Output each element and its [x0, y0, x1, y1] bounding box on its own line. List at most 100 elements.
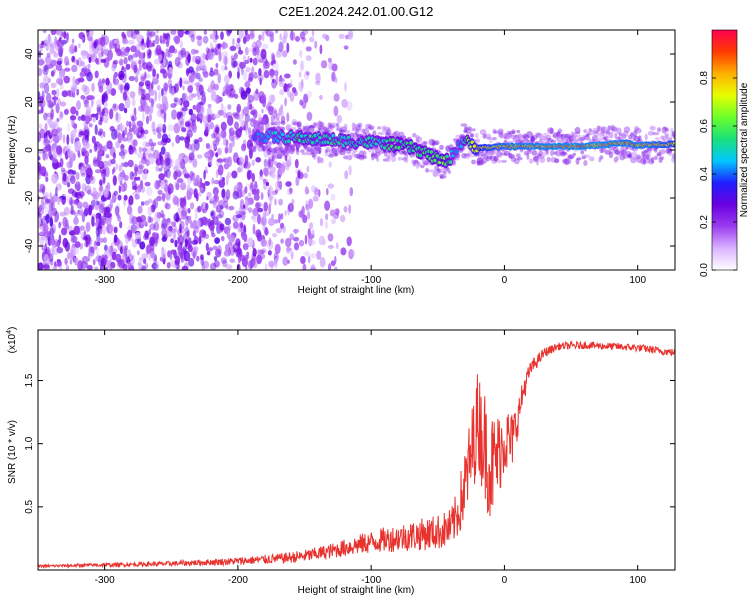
- heatmap-cell: [542, 132, 549, 139]
- heatmap-cell: [417, 161, 422, 167]
- heatmap-cell: [85, 115, 91, 125]
- heatmap-cell: [248, 148, 254, 154]
- heatmap-cell: [122, 149, 128, 155]
- heatmap-cell: [55, 186, 58, 197]
- heatmap-cell: [179, 77, 183, 88]
- heatmap-cell: [122, 251, 128, 263]
- heatmap-cell: [630, 134, 637, 141]
- heatmap-cell: [421, 141, 427, 147]
- x-tick-label: 100: [629, 575, 646, 586]
- heatmap-cell: [275, 121, 282, 125]
- heatmap-cell: [171, 109, 178, 120]
- heatmap-cell: [508, 152, 513, 159]
- heatmap-cell: [105, 206, 111, 214]
- heatmap-cell: [321, 126, 328, 131]
- heatmap-cell: [670, 133, 675, 139]
- heatmap-cell: [129, 252, 133, 261]
- heatmap-cell: [171, 142, 175, 147]
- heatmap-cell: [138, 263, 144, 270]
- heatmap-cell: [132, 124, 137, 131]
- heatmap-cell: [485, 150, 491, 155]
- heatmap-cell: [276, 150, 282, 155]
- heatmap-cell: [508, 154, 515, 159]
- heatmap-cell: [314, 40, 318, 49]
- heatmap-cell: [62, 172, 67, 182]
- heatmap-cell: [255, 202, 260, 210]
- heatmap-cell: [255, 141, 260, 146]
- heatmap-cell: [272, 59, 277, 65]
- heatmap-cell: [123, 174, 129, 181]
- heatmap-cell: [193, 188, 198, 197]
- heatmap-cell: [233, 113, 240, 119]
- heatmap-cell: [41, 90, 45, 101]
- heatmap-cell: [166, 262, 171, 269]
- heatmap-cell: [397, 156, 402, 161]
- heatmap-cell: [98, 217, 102, 228]
- heatmap-cell: [220, 129, 227, 139]
- heatmap-cell: [50, 70, 55, 77]
- heatmap-cell: [215, 43, 218, 49]
- heatmap-cell: [76, 100, 81, 110]
- heatmap-cell: [104, 244, 108, 252]
- heatmap-cell: [73, 199, 79, 206]
- heatmap-cell: [294, 158, 299, 169]
- heatmap-cell: [557, 128, 563, 134]
- heatmap-cell: [284, 97, 287, 107]
- heatmap-cell: [99, 179, 103, 186]
- heatmap-cell: [434, 165, 440, 172]
- heatmap-cell: [253, 71, 258, 79]
- heatmap-cell: [257, 73, 264, 82]
- heatmap-cell: [248, 48, 254, 53]
- heatmap-cell: [100, 58, 107, 63]
- heatmap-cell: [101, 94, 106, 106]
- heatmap-cell: [146, 244, 152, 255]
- heatmap-cell: [115, 141, 120, 149]
- heatmap-cell: [340, 126, 348, 133]
- heatmap-cell: [285, 181, 292, 187]
- heatmap-cell: [224, 156, 231, 163]
- snr-x-axis: -300 -200 -100 0 100: [95, 330, 646, 586]
- heatmap-cell: [349, 249, 356, 258]
- heatmap-cell: [478, 155, 485, 160]
- heatmap-cell: [148, 88, 155, 97]
- heatmap-cell: [106, 140, 113, 150]
- heatmap-cell: [55, 63, 63, 71]
- heatmap-cell: [523, 139, 530, 143]
- heatmap-cell: [198, 137, 203, 143]
- heatmap-cell: [45, 57, 52, 65]
- heatmap-cell: [156, 195, 163, 202]
- heatmap-cell: [131, 172, 138, 177]
- heatmap-cell: [361, 128, 366, 134]
- heatmap-cell: [641, 151, 645, 158]
- heatmap-cell: [109, 264, 113, 270]
- heatmap-cell: [240, 222, 244, 229]
- heatmap-cell: [310, 141, 315, 145]
- heatmap-cell: [384, 126, 391, 131]
- heatmap-cell: [280, 115, 286, 124]
- heatmap-cell: [71, 38, 75, 44]
- heatmap-cell: [281, 150, 288, 157]
- heatmap-cell: [285, 237, 292, 248]
- snr-series-line: [38, 340, 675, 570]
- heatmap-cell: [333, 105, 339, 117]
- heatmap-cell: [267, 250, 272, 256]
- heatmap-cell: [269, 195, 273, 207]
- heatmap-cell: [617, 136, 621, 140]
- heatmap-cell: [273, 109, 278, 120]
- heatmap-cell: [321, 127, 328, 134]
- heatmap-cell: [398, 131, 405, 137]
- heatmap-cell: [284, 144, 289, 149]
- heatmap-cell: [114, 205, 120, 216]
- heatmap-cell: [232, 37, 235, 47]
- heatmap-cell: [357, 122, 363, 128]
- heatmap-cell: [262, 145, 266, 152]
- heatmap-cell: [319, 44, 323, 55]
- heatmap-cell: [138, 83, 143, 93]
- heatmap-cell: [283, 73, 291, 79]
- heatmap-cell: [500, 159, 507, 163]
- heatmap-cell: [666, 146, 671, 154]
- heatmap-cell: [180, 201, 185, 208]
- heatmap-cell: [111, 251, 115, 260]
- heatmap-cell: [599, 155, 604, 160]
- heatmap-cell: [307, 210, 311, 220]
